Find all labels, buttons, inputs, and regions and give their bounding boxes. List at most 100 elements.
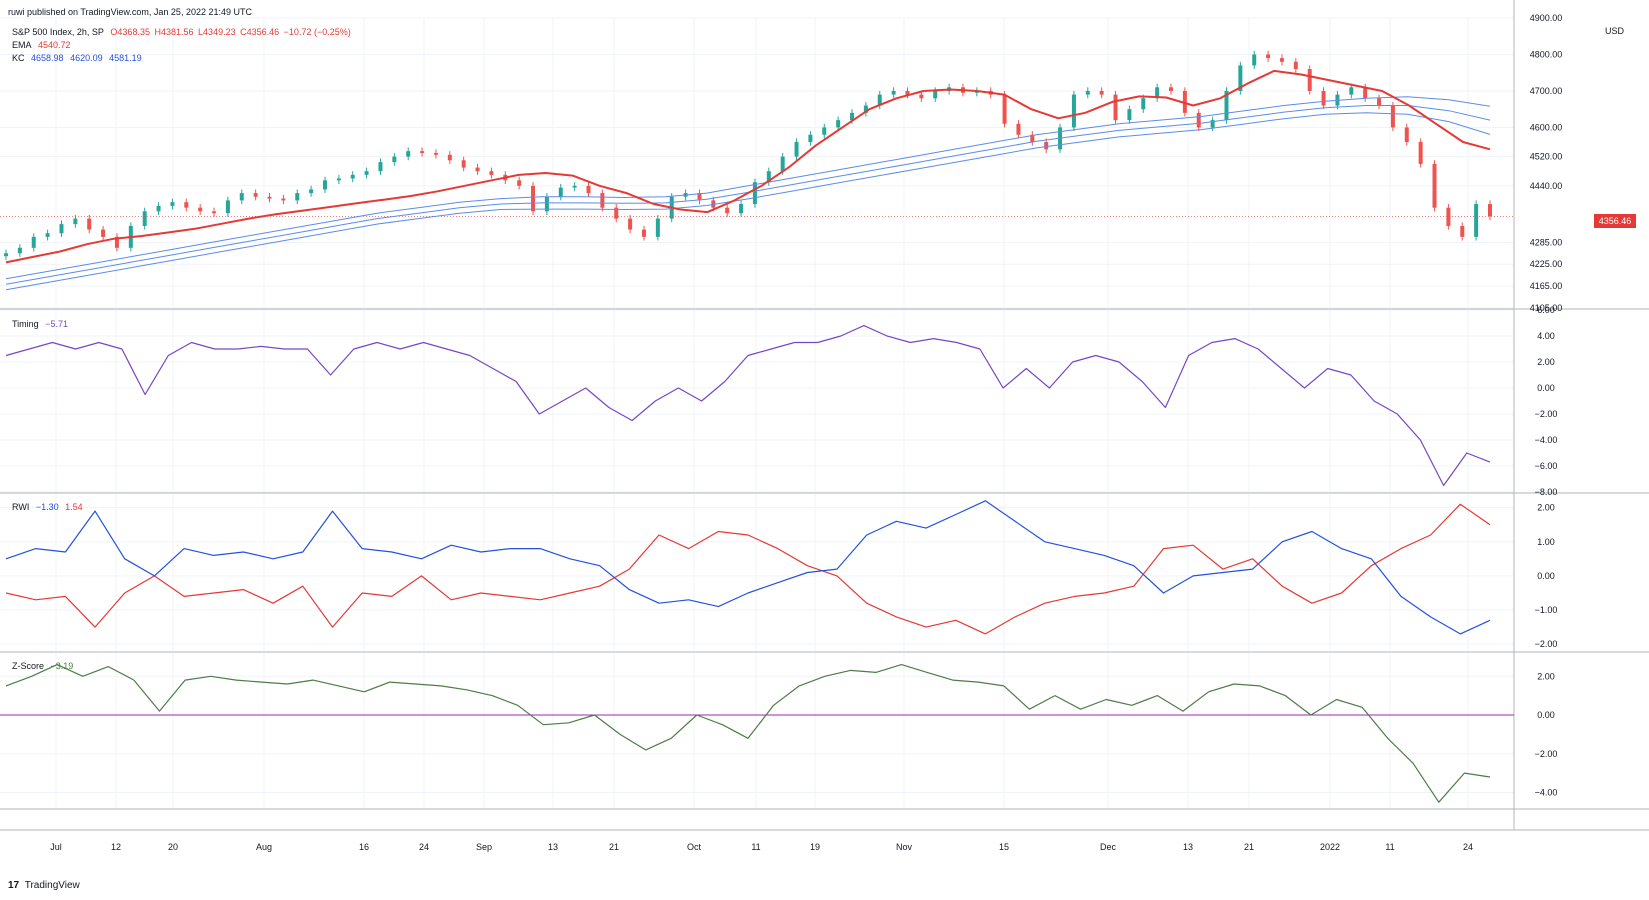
y-tick-label-0-2: 4225.00 [1530, 259, 1563, 269]
candle-body [17, 247, 22, 254]
candle-body [239, 193, 244, 201]
y-tick-label-2-0: 2.00 [1537, 503, 1555, 513]
rwi-legend: RWI −1.30 1.54 [12, 501, 87, 513]
candle-body [794, 142, 799, 157]
candle-body [1252, 54, 1257, 66]
symbol-label: S&P 500 Index, 2h, SP [12, 27, 104, 37]
candle-body [87, 218, 92, 230]
y-tick-label-0-3: 4285.00 [1530, 237, 1563, 247]
x-tick-label-15: 13 [1183, 842, 1193, 852]
footer-brand: TradingView [24, 880, 80, 891]
candle-body [600, 193, 605, 208]
timing-label: Timing [12, 319, 39, 329]
zscore-line [5, 663, 1491, 803]
x-tick-label-3: Aug [256, 842, 272, 852]
timing-line [5, 325, 1491, 487]
x-tick-label-13: 15 [999, 842, 1009, 852]
candle-body [267, 196, 272, 199]
candle-body [198, 207, 203, 212]
candle-body [628, 218, 633, 230]
candle-body [364, 171, 369, 175]
y-tick-label-3-2: −2.00 [1535, 749, 1558, 759]
y-tick-label-0-10: 4900.00 [1530, 13, 1563, 23]
y-tick-label-2-4: −2.00 [1535, 639, 1558, 649]
y-tick-label-0-9: 4800.00 [1530, 49, 1563, 59]
candle-body [850, 112, 855, 121]
y-tick-label-3-3: −4.00 [1535, 788, 1558, 798]
y-tick-label-0-6: 4520.00 [1530, 152, 1563, 162]
candle-body [697, 193, 702, 201]
ohlc-close: C4356.46 [240, 27, 280, 37]
candle-body [655, 218, 660, 237]
y-tick-label-3-0: 2.00 [1537, 671, 1555, 681]
candle-body [406, 151, 411, 157]
ema-line [5, 69, 1491, 264]
kc-legend: KC 4658.98 4620.09 4581.19 [12, 52, 146, 64]
y-tick-label-1-6: −6.00 [1535, 461, 1558, 471]
x-tick-label-5: 24 [419, 842, 429, 852]
y-tick-label-2-2: 0.00 [1537, 571, 1555, 581]
candle-body [1002, 94, 1007, 124]
candle-body [1321, 90, 1326, 106]
candle-body [877, 94, 882, 106]
price-legend: S&P 500 Index, 2h, SP O4368.35 H4381.56 … [12, 26, 355, 38]
x-tick-label-14: Dec [1100, 842, 1117, 852]
footer: 17 TradingView [8, 880, 80, 891]
ema-legend: EMA 4540.72 [12, 39, 75, 51]
candle-body [212, 211, 217, 214]
candle-body [1307, 69, 1312, 91]
kc-upper-line [5, 96, 1491, 280]
candle-body [1363, 87, 1368, 99]
y-tick-label-0-1: 4165.00 [1530, 281, 1563, 291]
x-tick-label-2: 20 [168, 842, 178, 852]
zscore-label: Z-Score [12, 661, 45, 671]
last-price-tag: 4356.46 [1594, 214, 1636, 228]
candle-body [309, 189, 314, 194]
candle-body [4, 253, 8, 257]
kc-lower-value: 4581.19 [109, 53, 142, 63]
x-tick-label-17: 2022 [1320, 842, 1340, 852]
candle-body [822, 127, 827, 135]
candle-body [1266, 54, 1271, 59]
candle-body [322, 180, 327, 190]
zscore-value: −3.19 [50, 661, 74, 671]
y-tick-label-0-7: 4600.00 [1530, 122, 1563, 132]
candle-body [1293, 61, 1298, 70]
candle-body [45, 233, 50, 237]
candle-body [1169, 87, 1174, 91]
ohlc-open: O4368.35 [110, 27, 150, 37]
rwi-high-line [5, 503, 1491, 635]
candle-body [1377, 98, 1382, 106]
ema-label: EMA [12, 40, 32, 50]
rwi-low-line [5, 500, 1491, 635]
candle-body [489, 171, 494, 175]
candle-body [1238, 65, 1243, 91]
candle-body [433, 152, 438, 155]
candle-body [766, 171, 771, 183]
rwi-label: RWI [12, 502, 30, 512]
candle-body [739, 204, 744, 214]
y-tick-label-1-7: −8.00 [1535, 487, 1558, 497]
candle-body [1224, 90, 1229, 121]
candle-body [586, 185, 591, 194]
candle-body [725, 207, 730, 214]
x-tick-label-8: 21 [609, 842, 619, 852]
kc-middle-value: 4620.09 [70, 53, 103, 63]
candle-body [1349, 87, 1354, 95]
candle-body [614, 207, 619, 219]
candle-body [1113, 94, 1118, 121]
x-tick-label-10: 11 [751, 842, 760, 852]
y-tick-label-1-4: −2.00 [1535, 409, 1558, 419]
x-tick-label-16: 21 [1244, 842, 1254, 852]
timing-value: −5.71 [45, 319, 68, 329]
candle-body [1155, 87, 1160, 99]
y-tick-label-1-5: −4.00 [1535, 435, 1558, 445]
ohlc-low: L4349.23 [198, 27, 236, 37]
y-tick-label-2-1: 1.00 [1537, 537, 1555, 547]
ema-value: 4540.72 [38, 40, 71, 50]
tradingview-logo-icon: 17 [8, 880, 20, 891]
candle-body [170, 202, 175, 206]
candle-body [114, 236, 119, 248]
kc-lower-line [5, 112, 1491, 291]
candle-body [447, 154, 452, 161]
